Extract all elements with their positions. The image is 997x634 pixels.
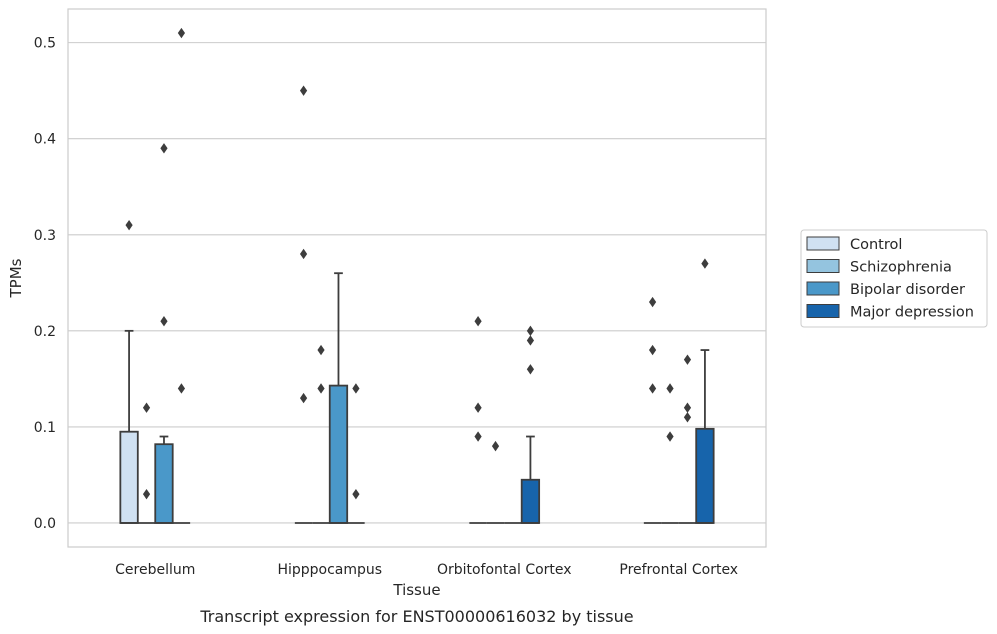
outlier-point bbox=[317, 344, 325, 356]
outlier-point bbox=[666, 383, 674, 394]
box-group bbox=[347, 383, 365, 524]
outlier-point bbox=[526, 364, 535, 375]
box-group bbox=[486, 440, 505, 524]
outlier-point bbox=[160, 316, 168, 327]
y-axis-ticks: 0.0 0.1 0.2 0.3 0.4 0.5 bbox=[34, 36, 56, 532]
box-group bbox=[643, 296, 662, 524]
outlier-point bbox=[491, 440, 500, 452]
y-tick-label: 0.5 bbox=[34, 36, 56, 52]
outlier-point bbox=[352, 488, 360, 500]
box-group bbox=[328, 272, 349, 524]
plot-frame bbox=[67, 8, 767, 548]
box-group bbox=[172, 27, 191, 524]
outlier-point bbox=[142, 488, 151, 500]
outlier-point bbox=[474, 316, 482, 327]
box bbox=[154, 443, 174, 524]
outlier-point bbox=[125, 219, 133, 231]
x-tick-label: Orbitofontal Cortex bbox=[437, 562, 572, 578]
y-tick-label: 0.0 bbox=[34, 516, 56, 532]
outlier-point bbox=[142, 402, 151, 413]
x-tick-label: Hipppocampus bbox=[277, 562, 382, 578]
chart-caption: Transcript expression for ENST0000061603… bbox=[199, 607, 633, 626]
box-group bbox=[520, 325, 541, 524]
outlier-point bbox=[177, 383, 186, 394]
box bbox=[119, 430, 139, 524]
legend-label: Control bbox=[850, 237, 902, 253]
outlier-point bbox=[299, 248, 308, 260]
outlier-point bbox=[648, 296, 657, 308]
plot-background bbox=[68, 9, 766, 547]
outlier-point bbox=[299, 85, 308, 96]
box bbox=[328, 384, 349, 524]
outlier-point bbox=[474, 431, 482, 442]
x-axis-ticks: Cerebellum Hipppocampus Orbitofontal Corte… bbox=[115, 562, 738, 578]
y-tick-label: 0.2 bbox=[34, 324, 56, 340]
box-group bbox=[294, 85, 313, 524]
y-axis-label: TPMs bbox=[7, 258, 25, 298]
x-axis-label: Tissue bbox=[392, 581, 440, 599]
outlier-point bbox=[352, 383, 360, 394]
legend-swatch bbox=[806, 281, 840, 296]
outlier-point bbox=[160, 143, 168, 154]
y-tick-label: 0.4 bbox=[34, 132, 56, 148]
box-group bbox=[154, 143, 174, 524]
box-group bbox=[137, 402, 156, 524]
box-group bbox=[312, 344, 330, 524]
legend-label: Schizophrenia bbox=[850, 260, 952, 276]
box-group bbox=[469, 316, 487, 524]
box-group bbox=[678, 354, 697, 524]
outlier-point bbox=[299, 392, 308, 404]
box-group bbox=[119, 219, 139, 524]
outlier-point bbox=[526, 335, 535, 346]
box bbox=[520, 478, 541, 524]
outlier-point bbox=[648, 344, 657, 356]
outlier-point bbox=[526, 325, 535, 337]
legend-frame bbox=[800, 229, 988, 328]
outlier-point bbox=[683, 354, 692, 365]
outlier-point bbox=[683, 402, 692, 413]
legend-swatch bbox=[806, 236, 840, 251]
boxes-layer bbox=[119, 27, 715, 524]
outlier-point bbox=[474, 402, 482, 413]
x-tick-label: Cerebellum bbox=[115, 562, 195, 578]
outlier-point bbox=[177, 27, 186, 39]
legend-swatch bbox=[806, 304, 840, 318]
box-group bbox=[695, 258, 715, 524]
box bbox=[695, 427, 715, 524]
outlier-point bbox=[648, 383, 657, 394]
y-tick-label: 0.1 bbox=[34, 420, 56, 436]
legend: Control Schizophrenia Bipolar disorder Majo… bbox=[800, 229, 988, 328]
outlier-point bbox=[701, 258, 709, 269]
y-tick-label: 0.3 bbox=[34, 228, 56, 244]
legend-swatch bbox=[806, 259, 840, 273]
x-tick-label: Prefrontal Cortex bbox=[619, 562, 738, 578]
outlier-point bbox=[666, 431, 674, 442]
legend-label: Bipolar disorder bbox=[850, 282, 965, 298]
box-group bbox=[661, 383, 679, 524]
outlier-point bbox=[683, 412, 692, 423]
outlier-point bbox=[317, 383, 325, 394]
legend-label: Major depression bbox=[850, 305, 974, 321]
